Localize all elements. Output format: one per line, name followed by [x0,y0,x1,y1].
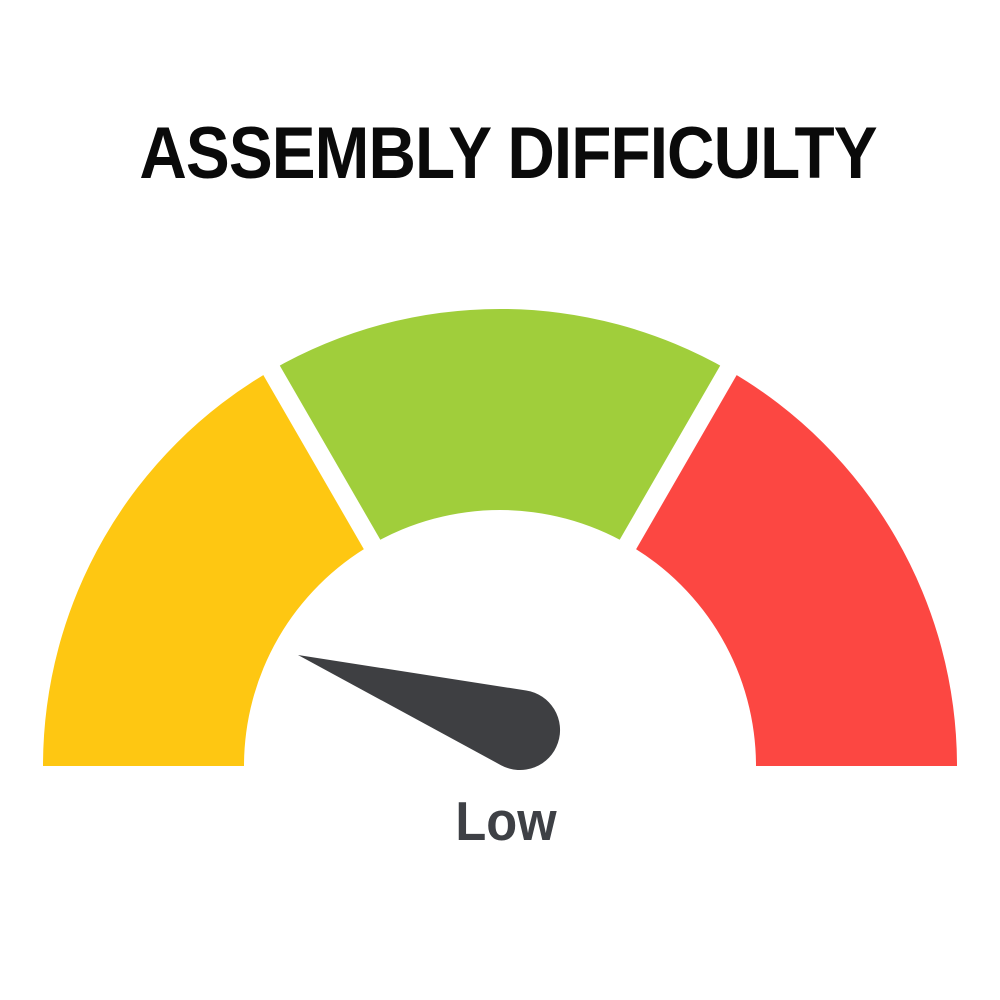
page-title: ASSEMBLY DIFFICULTY [139,113,877,194]
gauge-value-label: Low [455,790,557,852]
gauge-segment-separators [241,328,759,581]
gauge-segment-high-red [628,370,957,766]
gauge-segment-medium-green [271,308,729,545]
separator-right [601,328,759,581]
gauge-segment-low-yellow [43,370,372,766]
separator-left [241,328,399,581]
gauge-needle [298,655,561,771]
